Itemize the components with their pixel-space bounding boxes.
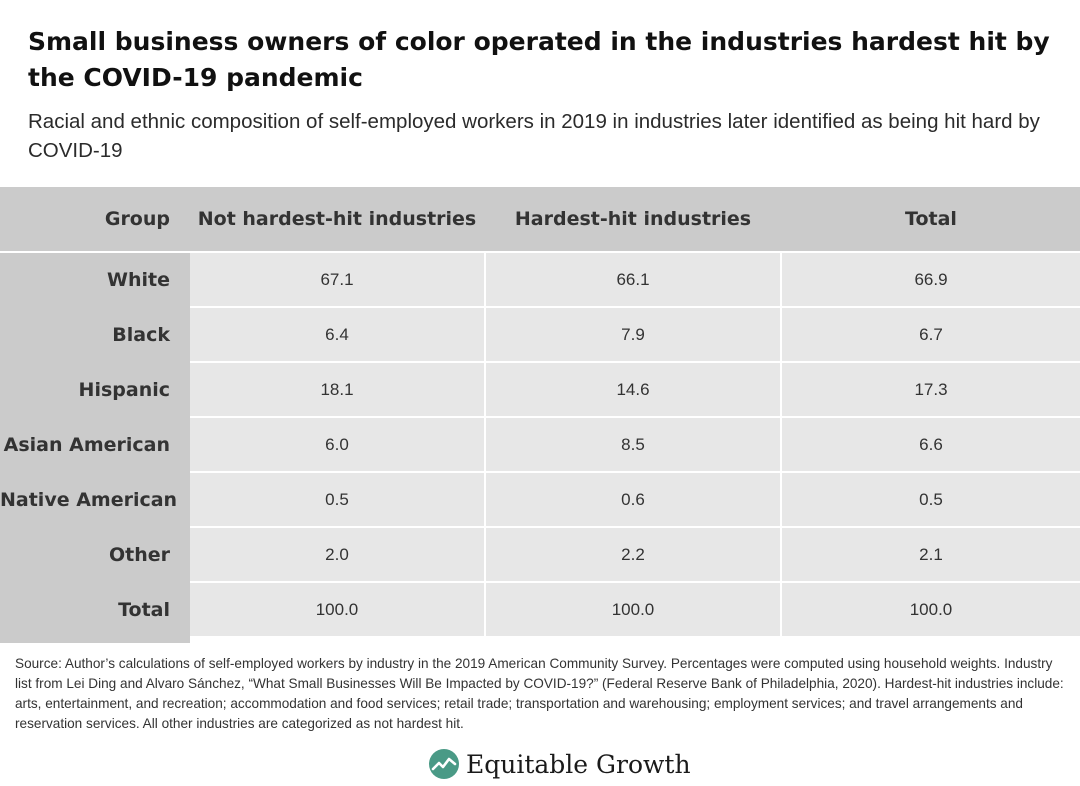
row-label: Total bbox=[118, 599, 170, 621]
data-table: Group Not hardest-hit industries Hardest… bbox=[0, 187, 1080, 643]
cell-hardest-hit: 2.2 bbox=[486, 528, 780, 581]
chart-subtitle: Racial and ethnic composition of self-em… bbox=[28, 110, 1040, 162]
chart-title: Small business owners of color operated … bbox=[28, 27, 1050, 92]
cell-value: 6.0 bbox=[325, 435, 349, 454]
cell-not-hardest-hit: 6.4 bbox=[190, 308, 484, 361]
column-header-not-hardest-hit: Not hardest-hit industries bbox=[197, 208, 477, 230]
cell-value: 2.2 bbox=[621, 545, 645, 564]
cell-not-hardest-hit: 100.0 bbox=[190, 583, 484, 636]
cell-value: 2.0 bbox=[325, 545, 349, 564]
cell-hardest-hit: 14.6 bbox=[486, 363, 780, 416]
row-label: Black bbox=[112, 324, 170, 346]
cell-value: 18.1 bbox=[320, 380, 354, 399]
cell-total: 100.0 bbox=[782, 583, 1080, 636]
table-header: Group Not hardest-hit industries Hardest… bbox=[0, 187, 1080, 251]
row-label: Asian American bbox=[3, 434, 170, 456]
trend-line-circle-icon bbox=[429, 749, 459, 779]
cell-value: 0.5 bbox=[919, 490, 943, 509]
cell-not-hardest-hit: 18.1 bbox=[190, 363, 484, 416]
cell-total: 66.9 bbox=[782, 253, 1080, 306]
cell-value: 0.5 bbox=[325, 490, 349, 509]
cell-value: 100.0 bbox=[909, 600, 953, 619]
cell-total: 0.5 bbox=[782, 473, 1080, 526]
cell-value: 66.1 bbox=[616, 270, 650, 289]
cell-value: 6.4 bbox=[325, 325, 349, 344]
cell-value: 7.9 bbox=[621, 325, 645, 344]
cell-hardest-hit: 100.0 bbox=[486, 583, 780, 636]
cell-hardest-hit: 8.5 bbox=[486, 418, 780, 471]
cell-value: 17.3 bbox=[914, 380, 948, 399]
row-label: White bbox=[107, 269, 170, 291]
cell-value: 67.1 bbox=[320, 270, 354, 289]
cell-not-hardest-hit: 6.0 bbox=[190, 418, 484, 471]
cell-not-hardest-hit: 2.0 bbox=[190, 528, 484, 581]
row-label: Other bbox=[108, 544, 170, 566]
cell-value: 66.9 bbox=[914, 270, 948, 289]
cell-not-hardest-hit: 67.1 bbox=[190, 253, 484, 306]
cell-value: 6.6 bbox=[919, 435, 943, 454]
source-note: Source: Author’s calculations of self-em… bbox=[15, 656, 1064, 731]
cell-value: 6.7 bbox=[919, 325, 943, 344]
cell-total: 6.6 bbox=[782, 418, 1080, 471]
row-label: Hispanic bbox=[78, 379, 170, 401]
column-header-total: Total bbox=[905, 208, 957, 230]
brand-name: Equitable Growth bbox=[466, 749, 691, 779]
brand-logo: Equitable Growth bbox=[428, 744, 691, 784]
cell-value: 0.6 bbox=[621, 490, 645, 509]
cell-value: 14.6 bbox=[616, 380, 650, 399]
cell-value: 100.0 bbox=[611, 600, 655, 619]
cell-hardest-hit: 0.6 bbox=[486, 473, 780, 526]
cell-value: 100.0 bbox=[315, 600, 359, 619]
cell-not-hardest-hit: 0.5 bbox=[190, 473, 484, 526]
cell-hardest-hit: 66.1 bbox=[486, 253, 780, 306]
cell-total: 17.3 bbox=[782, 363, 1080, 416]
column-header-hardest-hit: Hardest-hit industries bbox=[514, 208, 752, 230]
cell-value: 2.1 bbox=[919, 545, 943, 564]
cell-hardest-hit: 7.9 bbox=[486, 308, 780, 361]
group-column bbox=[0, 253, 190, 643]
row-label: Native American bbox=[0, 489, 178, 511]
cell-value: 8.5 bbox=[621, 435, 645, 454]
cell-total: 2.1 bbox=[782, 528, 1080, 581]
column-header-group: Group bbox=[104, 208, 170, 230]
cell-total: 6.7 bbox=[782, 308, 1080, 361]
